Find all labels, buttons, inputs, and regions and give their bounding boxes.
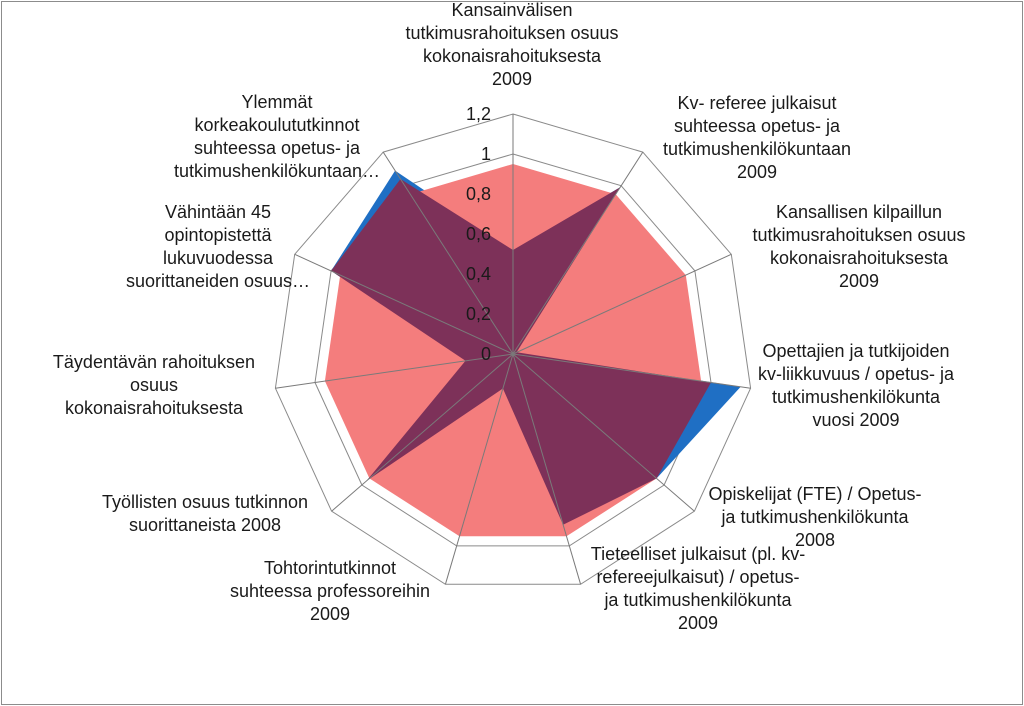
category-label-line: suhteessa professoreihin (230, 581, 430, 601)
category-label-line: kokonaisrahoituksesta (423, 46, 602, 66)
category-label: Työllisten osuus tutkinnon suorittaneista… (102, 492, 308, 535)
category-label-line: Kv- referee julkaisut (677, 93, 836, 113)
category-label-line: 2009 (492, 69, 532, 89)
category-label: Opettajien ja tutkijoiden kv-liikkuvuus /… (758, 341, 955, 430)
category-label: Ylemmät korkeakoulututkinnot suhteessa ope… (174, 92, 380, 181)
category-label-line: ja tutkimushenkilökunta (720, 507, 909, 527)
category-label: Kansallisen kilpaillun tutkimusrahoitukse… (752, 202, 965, 291)
category-label: Vähintään 45 opintopistettä lukuvuodessa su… (126, 202, 310, 291)
axis-spoke (512, 353, 751, 389)
tick-label: 1,2 (466, 104, 491, 124)
category-label-line: 2008 (795, 530, 835, 550)
category-label-line: Kansainvälisen (451, 0, 572, 20)
tick-label: 0,2 (466, 304, 491, 324)
category-label: Opiskelijat (FTE) / Opetus-ja tutkimushe… (708, 484, 921, 550)
axis-spoke (294, 253, 514, 355)
category-label-line: 2009 (678, 613, 718, 633)
category-label-line: osuus (130, 375, 178, 395)
category-label-line: kokonaisrahoituksesta (770, 248, 949, 268)
category-label-line: tutkimushenkilökunta (772, 387, 941, 407)
tick-label: 0 (481, 344, 491, 364)
category-label-line: vuosi 2009 (812, 410, 899, 430)
category-label-line: suhteessa opetus- ja (194, 138, 361, 158)
axis-spoke (275, 353, 514, 389)
category-label: Kv- referee julkaisut suhteessa opetus- j… (663, 93, 851, 182)
tick-label: 0,4 (466, 264, 491, 284)
axis-spoke (444, 353, 514, 585)
category-label-line: kv-liikkuvuus / opetus- ja (758, 364, 955, 384)
series-area-3 (331, 179, 711, 525)
category-label-line: 2009 (839, 271, 879, 291)
category-label-line: refereejulkaisut) / opetus- (596, 567, 799, 587)
axis-spoke (512, 151, 644, 355)
category-label: Kansainvälisen tutkimusrahoituksen osuus k… (405, 0, 618, 89)
category-label-line: Ylemmät (241, 92, 312, 112)
category-label-line: 2009 (310, 604, 350, 624)
category-label: Tohtorintutkinnot suhteessa professoreihi… (230, 558, 430, 624)
category-label-line: 2009 (737, 162, 777, 182)
category-label-line: suorittaneiden osuus… (126, 271, 310, 291)
axis-spoke (382, 151, 514, 355)
category-label-line: tutkimushenkilökuntaan… (174, 161, 380, 181)
series (324, 164, 741, 537)
category-label-line: opintopistettä (164, 225, 272, 245)
category-label-line: korkeakoulututkinnot (194, 115, 359, 135)
axes (275, 114, 751, 585)
axis-spoke (512, 253, 732, 355)
radial-ticks: 0 0,2 0,4 0,6 0,8 1 1,2 (466, 104, 491, 364)
tick-label: 0,6 (466, 224, 491, 244)
category-label-line: tutkimushenkilökuntaan (663, 139, 851, 159)
category-label-line: Kansallisen kilpaillun (776, 202, 942, 222)
category-label-line: Työllisten osuus tutkinnon (102, 492, 308, 512)
category-label-line: tutkimusrahoituksen osuus (405, 23, 618, 43)
axis-spoke (512, 353, 695, 512)
category-label-line: Tieteelliset julkaisut (pl. kv- (591, 544, 805, 564)
category-label-line: suhteessa opetus- ja (674, 116, 841, 136)
tick-label: 0,8 (466, 184, 491, 204)
category-label-line: lukuvuodessa (163, 248, 274, 268)
tick-label: 1 (481, 144, 491, 164)
axis-spoke (331, 353, 514, 512)
category-label: Täydentävän rahoituksen osuus kokonaisraho… (53, 352, 255, 418)
category-label: Tieteelliset julkaisut (pl. kv-refereeju… (591, 544, 805, 633)
category-label-line: Tohtorintutkinnot (264, 558, 396, 578)
category-label-line: Vähintään 45 (165, 202, 271, 222)
category-label-line: ja tutkimushenkilökunta (603, 590, 792, 610)
category-label-line: suorittaneista 2008 (129, 515, 281, 535)
axis-spoke (512, 353, 582, 585)
category-label-line: Opettajien ja tutkijoiden (762, 341, 949, 361)
grid-ring (274, 113, 752, 585)
category-label-line: Täydentävän rahoituksen (53, 352, 255, 372)
category-label-line: tutkimusrahoituksen osuus (752, 225, 965, 245)
category-label-line: kokonaisrahoituksesta (65, 398, 244, 418)
category-label-line: Opiskelijat (FTE) / Opetus- (708, 484, 921, 504)
category-labels: Kansainvälisen tutkimusrahoituksen osuus k… (53, 0, 966, 633)
